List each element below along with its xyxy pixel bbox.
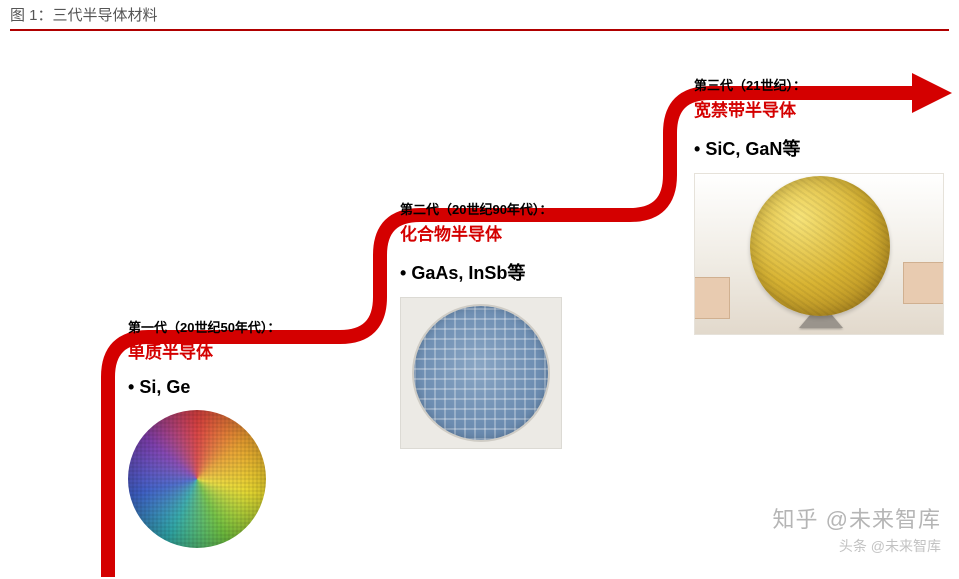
gen1-type-label: 单质半导体 bbox=[128, 338, 280, 363]
gen2-materials: GaAs, InSb等 bbox=[400, 259, 562, 285]
gen1-era-label: 第一代（20世纪50年代）： bbox=[128, 317, 280, 336]
gen3-type-label: 宽禁带半导体 bbox=[694, 96, 944, 121]
gen3-bg-chip-2 bbox=[694, 277, 730, 319]
generation-3: 第三代（21世纪）： 宽禁带半导体 SiC, GaN等 bbox=[694, 75, 944, 335]
gen3-era-label: 第三代（21世纪）： bbox=[694, 75, 944, 94]
gen2-wafer-bg bbox=[400, 297, 562, 449]
diagram-canvas: 第一代（20世纪50年代）： 单质半导体 Si, Ge 第二代（20世纪90年代… bbox=[0, 37, 959, 542]
gen2-era-label: 第二代（20世纪90年代）： bbox=[400, 199, 562, 218]
gen3-wafer-image bbox=[750, 176, 890, 316]
watermark-sub: 头条 @未来智库 bbox=[839, 536, 941, 556]
gen1-wafer-wrap bbox=[128, 410, 280, 548]
generation-1: 第一代（20世纪50年代）： 单质半导体 Si, Ge bbox=[128, 317, 280, 548]
gen2-wafer-wrap bbox=[400, 297, 562, 449]
gen1-materials: Si, Ge bbox=[128, 377, 280, 398]
gen3-wafer-bg bbox=[694, 173, 944, 335]
gen3-bg-chip-1 bbox=[903, 262, 944, 304]
gen1-wafer-image bbox=[128, 410, 266, 548]
figure-title: 图 1：三代半导体材料 bbox=[10, 4, 949, 25]
header-rule bbox=[10, 29, 949, 31]
figure-header: 图 1：三代半导体材料 bbox=[0, 0, 959, 37]
gen2-wafer-image bbox=[414, 306, 548, 440]
gen2-type-label: 化合物半导体 bbox=[400, 220, 562, 245]
gen3-materials: SiC, GaN等 bbox=[694, 135, 944, 161]
gen3-wafer-wrap bbox=[694, 173, 944, 335]
watermark-main: 知乎 @未来智库 bbox=[773, 502, 941, 534]
generation-2: 第二代（20世纪90年代）： 化合物半导体 GaAs, InSb等 bbox=[400, 199, 562, 449]
